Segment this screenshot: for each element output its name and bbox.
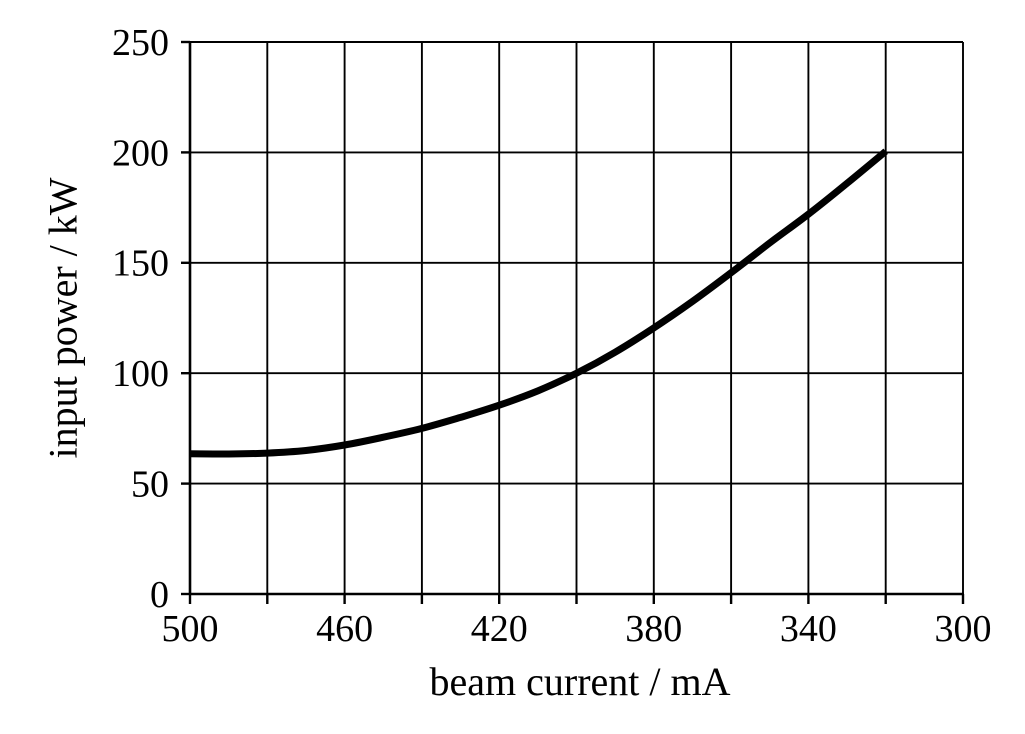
y-tick-label-50: 50	[131, 464, 169, 506]
y-tick-label-250: 250	[112, 22, 169, 64]
x-tick-label-340: 340	[780, 608, 837, 650]
x-axis-title: beam current / mA	[430, 659, 731, 704]
y-tick-label-0: 0	[150, 574, 169, 616]
y-tick-label-200: 200	[112, 132, 169, 174]
curve-layer	[189, 148, 888, 458]
input-power-curve	[189, 148, 888, 458]
y-tick-label-100: 100	[112, 353, 169, 395]
x-tick-label-460: 460	[316, 608, 373, 650]
tick-label-layer: 500 460 420 380 340 300 0 50 100 150 200 250	[112, 22, 992, 650]
grid-layer	[189, 41, 964, 595]
x-tick-label-420: 420	[471, 608, 528, 650]
x-tick-label-300: 300	[935, 608, 992, 650]
y-axis-title: input power / kW	[41, 177, 86, 458]
y-tick-label-150: 150	[112, 243, 169, 285]
x-tick-label-380: 380	[625, 608, 682, 650]
x-tick-label-500: 500	[162, 608, 219, 650]
axis-layer	[188, 41, 964, 596]
tick-layer	[181, 40, 965, 604]
